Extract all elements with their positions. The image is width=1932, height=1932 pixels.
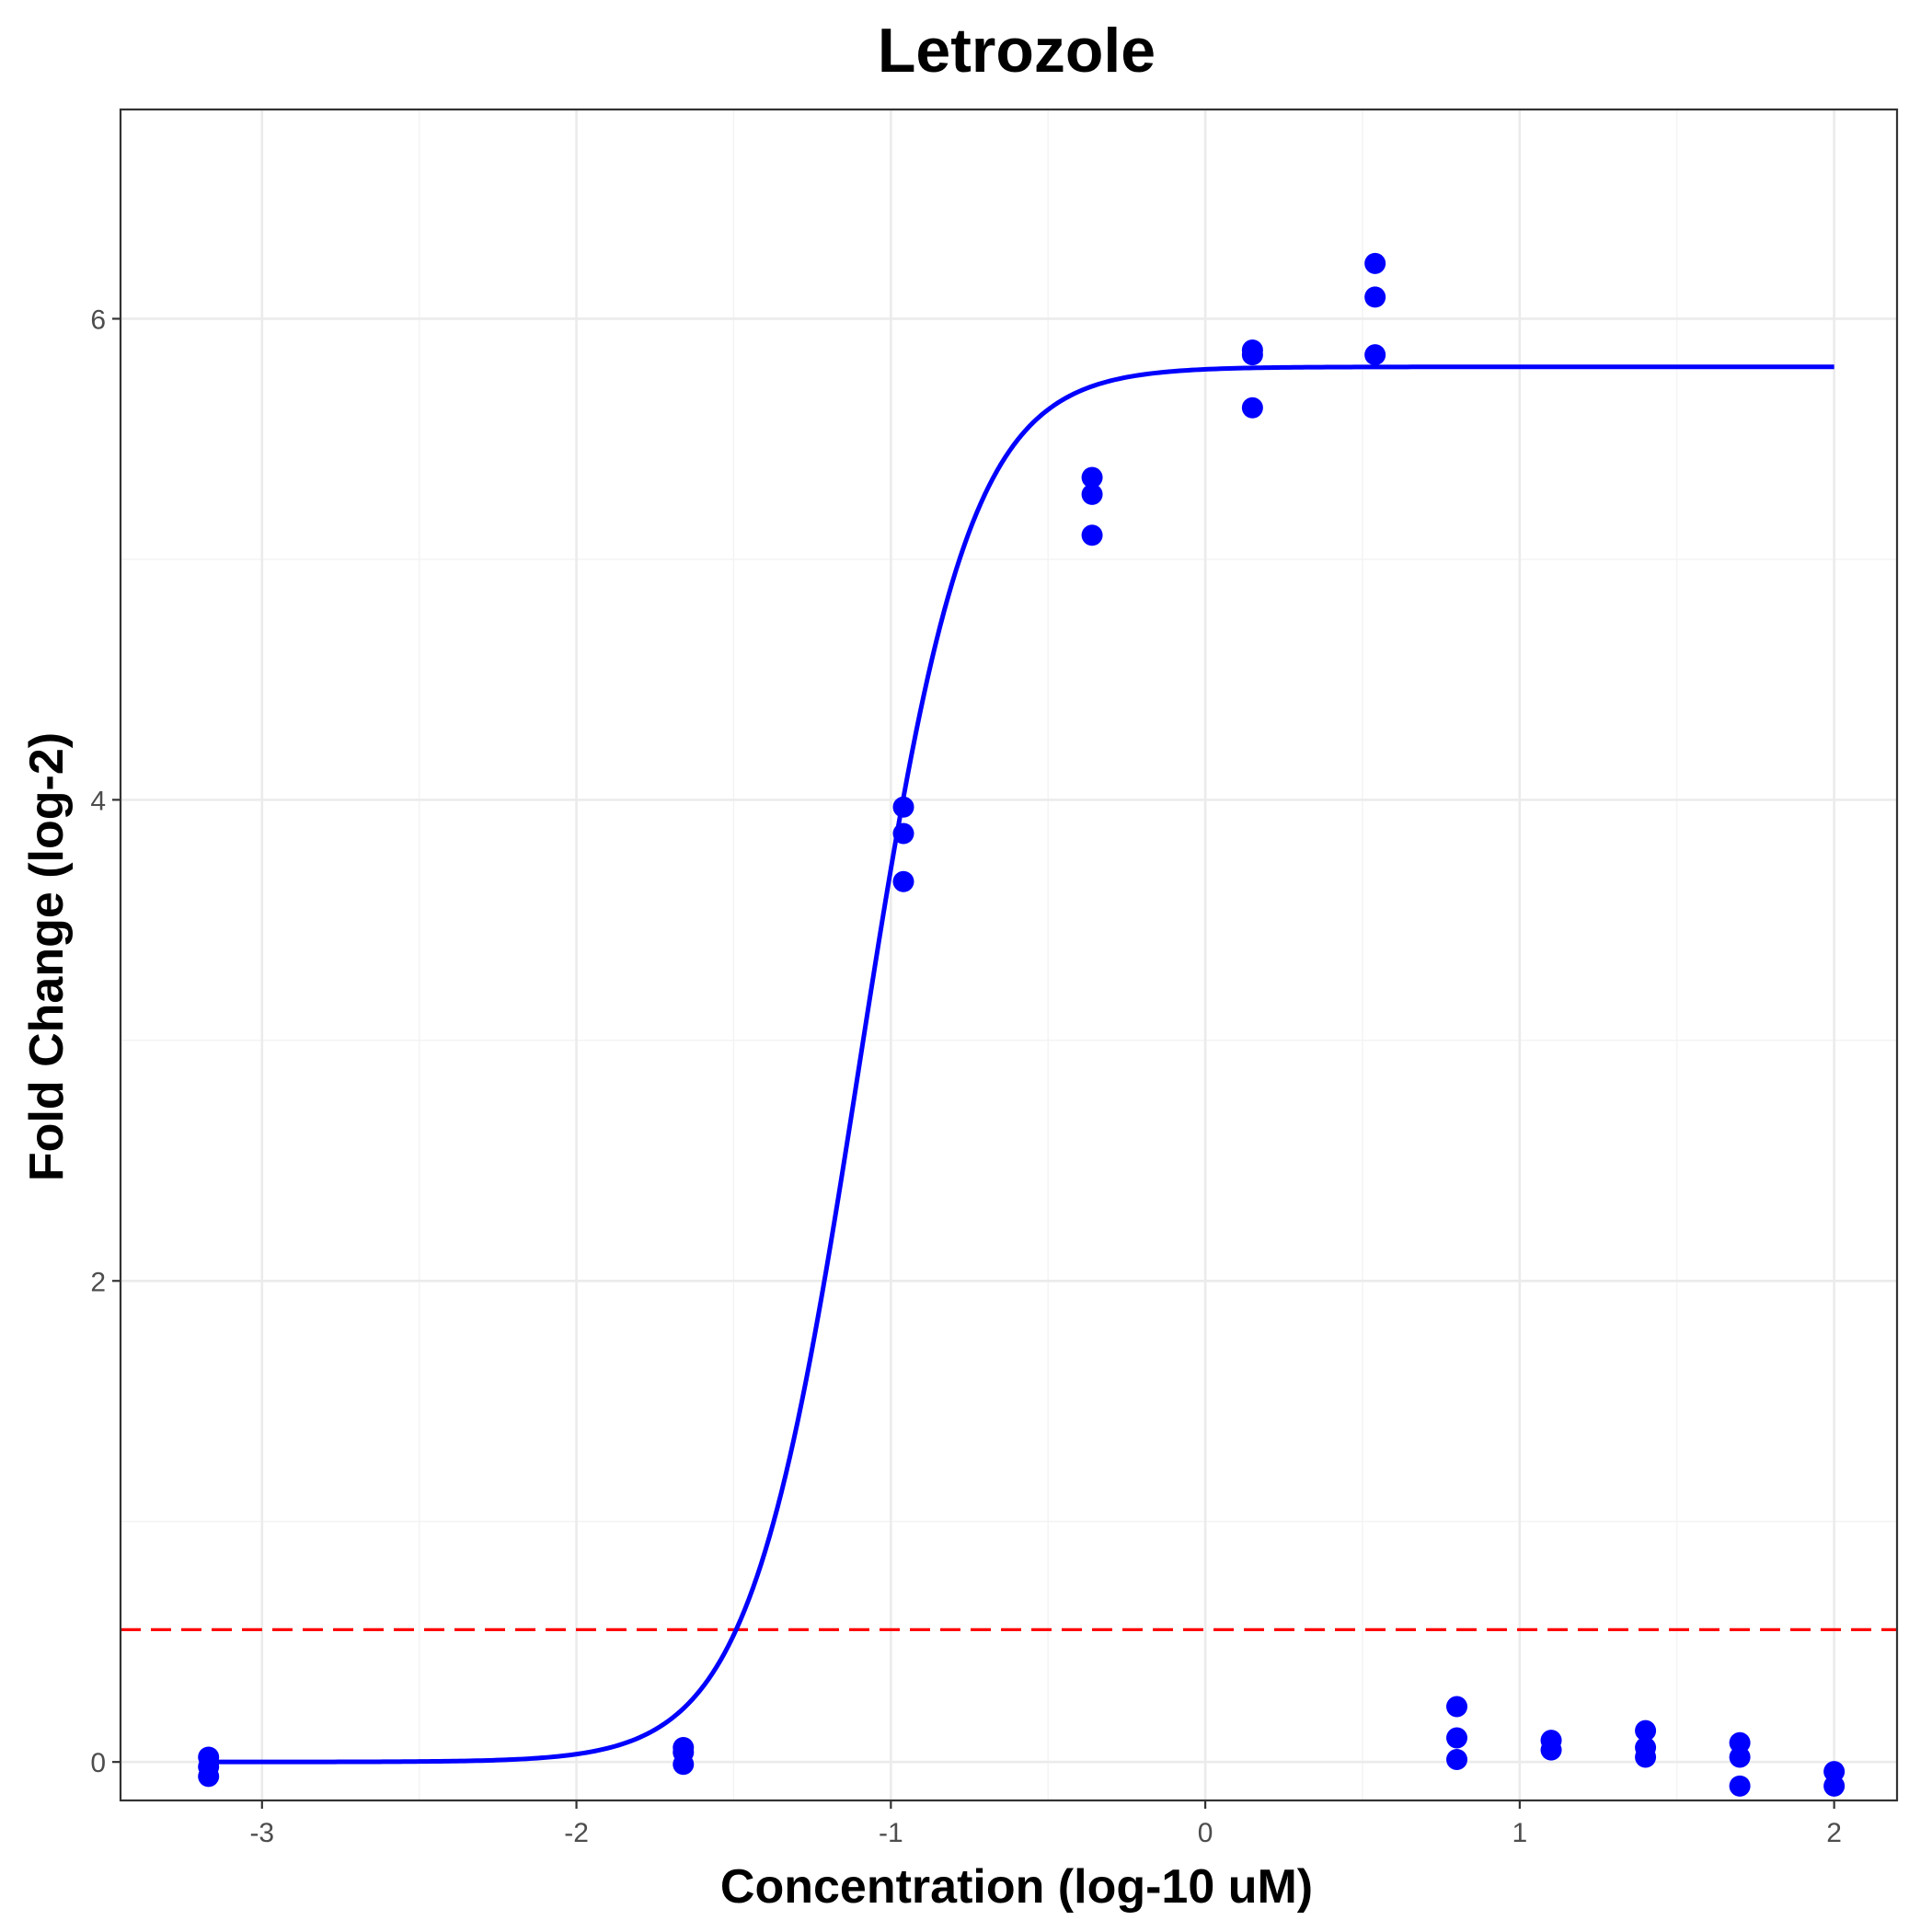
data-point — [1241, 344, 1263, 366]
data-point — [1635, 1719, 1657, 1742]
fit-curve — [208, 364, 1834, 1765]
y-tick-label: 4 — [90, 786, 106, 816]
panel-border — [119, 108, 1899, 1802]
x-tick-label: -3 — [249, 1818, 274, 1848]
chart-title: Letrozole — [878, 16, 1156, 86]
y-tick-label: 2 — [90, 1267, 106, 1297]
data-point — [1364, 344, 1386, 366]
y-tick-label: 6 — [90, 305, 106, 335]
data-point — [1364, 252, 1386, 274]
data-point — [1635, 1746, 1657, 1768]
data-point — [1081, 483, 1103, 505]
grid — [121, 109, 1897, 1800]
fit-curve-layer — [208, 364, 1834, 1765]
data-point — [1446, 1727, 1468, 1749]
points-layer — [198, 252, 1846, 1797]
data-point — [1446, 1696, 1468, 1718]
data-point — [1364, 286, 1386, 308]
y-axis-title: Fold Change (log-2) — [20, 732, 74, 1181]
data-point — [1081, 466, 1103, 489]
data-point — [1446, 1749, 1468, 1771]
data-point — [892, 822, 914, 845]
x-tick-label: -1 — [879, 1818, 903, 1848]
data-point — [198, 1765, 220, 1788]
data-point — [1729, 1746, 1751, 1768]
x-tick-label: 1 — [1512, 1818, 1528, 1848]
ticks-layer: -3 -2 -1 0 1 2 0 2 4 6 — [90, 305, 1842, 1848]
data-point — [1823, 1775, 1846, 1797]
data-point — [1729, 1775, 1751, 1797]
x-axis-title: Concentration (log-10 uM) — [720, 1860, 1313, 1914]
data-point — [673, 1754, 695, 1776]
data-point — [892, 870, 914, 892]
data-point — [1081, 524, 1103, 546]
x-tick-label: 2 — [1826, 1818, 1842, 1848]
y-tick-label: 0 — [90, 1748, 106, 1778]
x-tick-label: 0 — [1198, 1818, 1213, 1848]
data-point — [892, 796, 914, 818]
data-point — [1241, 397, 1263, 419]
x-tick-label: -2 — [564, 1818, 589, 1848]
data-point — [1540, 1739, 1562, 1761]
